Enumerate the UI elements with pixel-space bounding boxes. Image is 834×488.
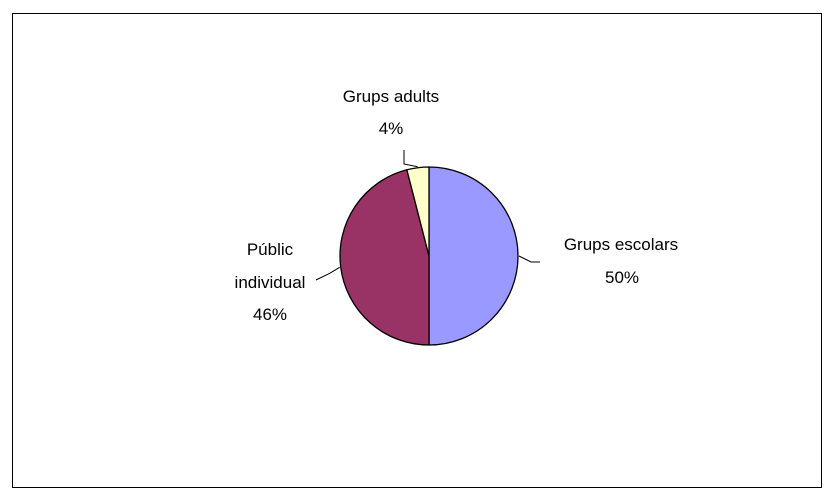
- slice-label-grups-escolars: Grups escolars: [564, 235, 678, 254]
- pie-slices: [339, 166, 519, 346]
- pie-slice-grups-escolars: [428, 166, 519, 346]
- leader-lines: [315, 150, 540, 281]
- slice-value-public-individual: 46%: [253, 305, 287, 324]
- slice-label-grups-adults: Grups adults: [343, 87, 439, 106]
- pie-slice-grups-adults: [406, 166, 430, 257]
- slice-value-grups-escolars: 50%: [605, 268, 639, 287]
- slice-label-public-individual-line1: Públic: [247, 240, 294, 259]
- slice-label-public-individual-line2: individual: [235, 273, 306, 292]
- leader-line-public-individual: [315, 266, 340, 281]
- leader-line-grups-adults: [403, 150, 418, 168]
- slice-labels: Grups escolars 50% Públic individual 46%…: [235, 87, 679, 324]
- pie-slice-public-individual: [339, 169, 430, 346]
- slice-value-grups-adults: 4%: [379, 119, 404, 138]
- leader-line-grups-escolars: [518, 255, 540, 263]
